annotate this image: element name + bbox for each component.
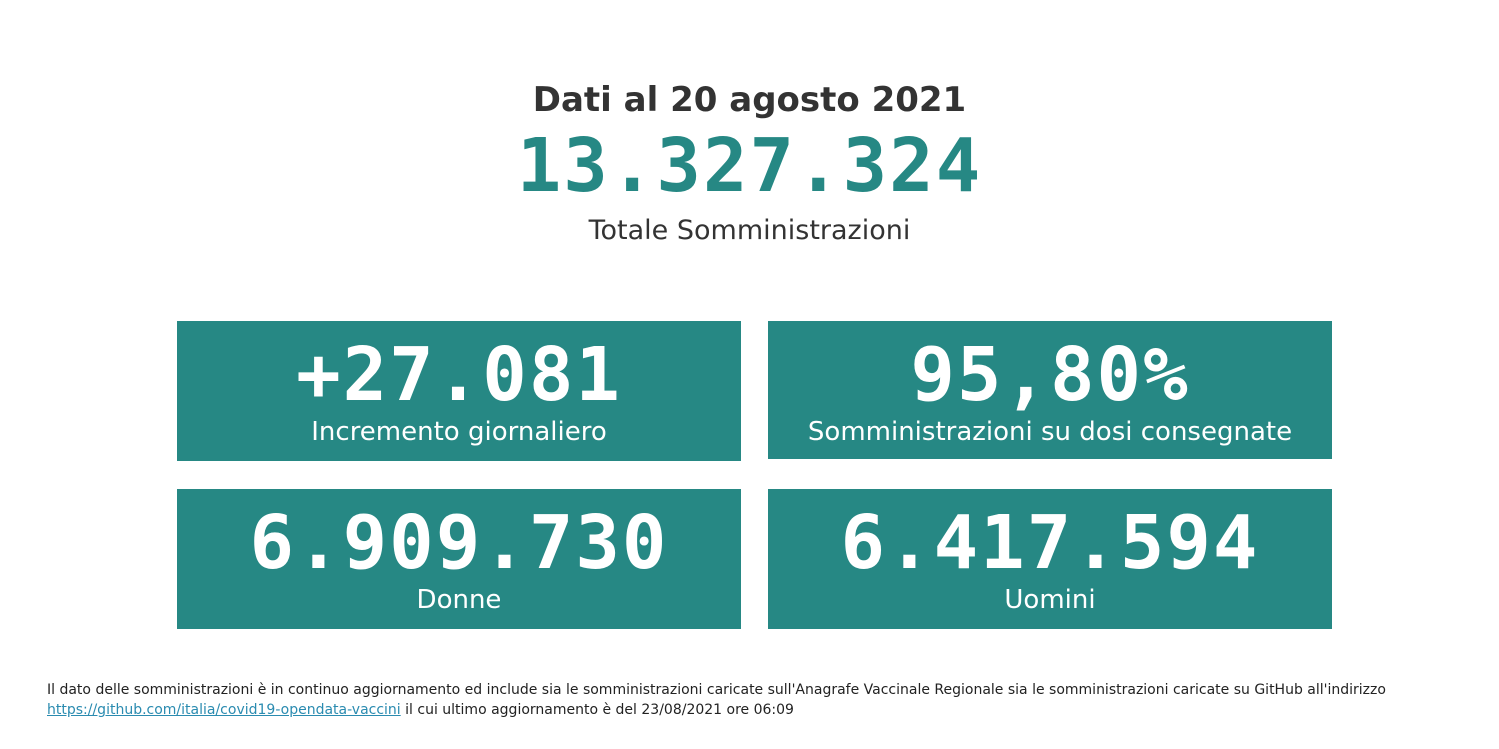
date-heading: Dati al 20 agosto 2021 — [532, 80, 967, 120]
delivered-doses-ratio-value: 95,80% — [910, 332, 1190, 418]
total-administrations-label: Totale Somministrazioni — [588, 215, 911, 246]
men-value: 6.417.594 — [840, 500, 1260, 586]
daily-increment-label: Incremento giornaliero — [311, 417, 607, 447]
footer-text-line-1: Il dato delle somministrazioni è in cont… — [47, 682, 1386, 698]
women-value: 6.909.730 — [249, 500, 669, 586]
total-administrations-value: 13.327.324 — [516, 123, 983, 209]
women-card: 6.909.730 Donne — [177, 489, 741, 629]
men-card: 6.417.594 Uomini — [768, 489, 1332, 629]
github-repo-link[interactable]: https://github.com/italia/covid19-openda… — [47, 702, 401, 718]
footer-text-line-2: https://github.com/italia/covid19-openda… — [47, 700, 1487, 720]
daily-increment-card: +27.081 Incremento giornaliero — [177, 321, 741, 461]
delivered-doses-ratio-card: 95,80% Somministrazioni su dosi consegna… — [768, 321, 1332, 459]
last-update-text: il cui ultimo aggiornamento è del 23/08/… — [400, 702, 794, 718]
women-label: Donne — [416, 585, 502, 615]
daily-increment-value: +27.081 — [296, 332, 622, 418]
delivered-doses-ratio-label: Somministrazioni su dosi consegnate — [807, 417, 1293, 447]
summary-header: Dati al 20 agosto 2021 13.327.324 Totale… — [0, 78, 1499, 248]
data-source-note: Il dato delle somministrazioni è in cont… — [47, 680, 1487, 720]
men-label: Uomini — [1004, 585, 1096, 615]
